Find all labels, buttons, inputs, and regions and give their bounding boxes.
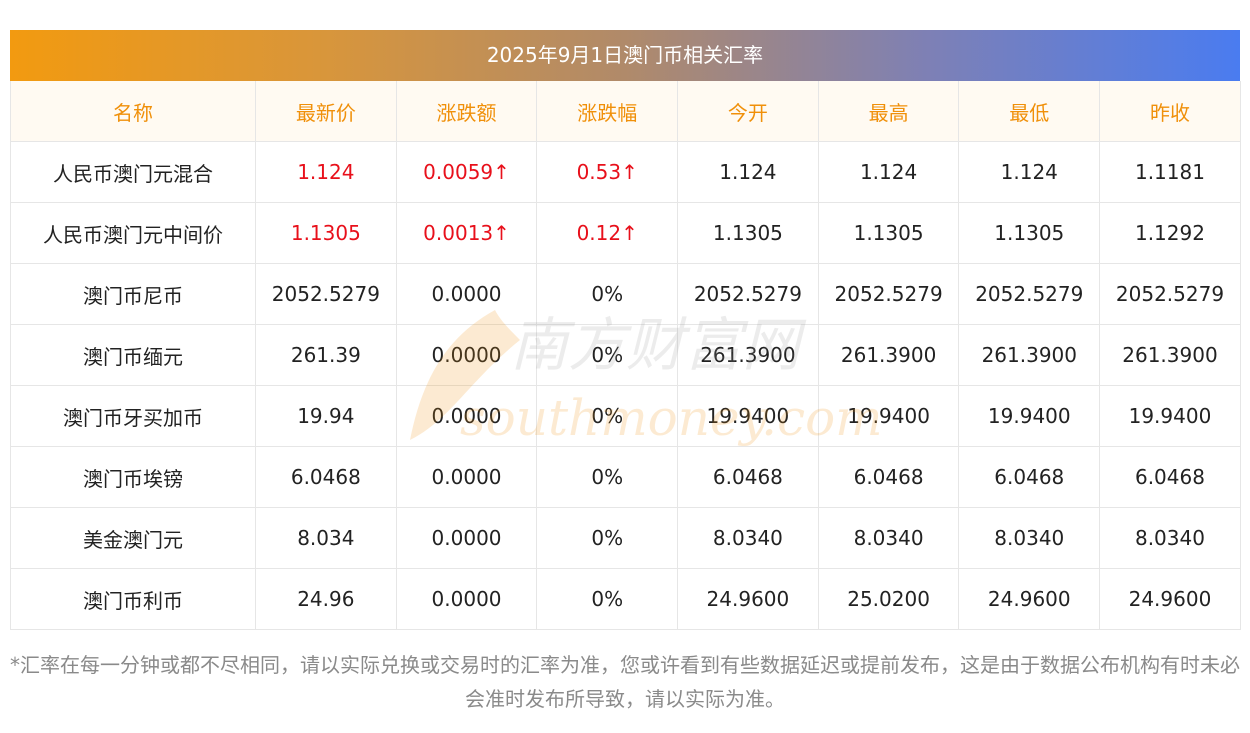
header-row: 名称 最新价 涨跌额 涨跌幅 今开 最高 最低 昨收	[10, 81, 1241, 142]
cell-low: 1.124	[958, 141, 1101, 203]
cell-prev-close: 1.1181	[1099, 141, 1241, 203]
table-row: 人民币澳门元中间价 1.1305 0.0013↑ 0.12↑ 1.1305 1.…	[10, 202, 1241, 264]
cell-open: 8.0340	[677, 507, 819, 569]
cell-change-pct: 0%	[536, 507, 679, 569]
cell-high: 1.1305	[817, 202, 960, 264]
cell-name: 澳门币利币	[10, 568, 256, 630]
cell-change: 0.0000	[395, 385, 538, 447]
cell-low: 261.3900	[958, 324, 1101, 386]
cell-change: 0.0000	[395, 568, 538, 630]
cell-low: 19.9400	[958, 385, 1101, 447]
rate-panel: 2025年9月1日澳门币相关汇率 名称 最新价 涨跌额 涨跌幅 今开 最高 最低…	[10, 30, 1241, 716]
cell-change-pct: 0%	[536, 324, 679, 386]
header-prev-close: 昨收	[1099, 81, 1241, 142]
table-row: 人民币澳门元混合 1.124 0.0059↑ 0.53↑ 1.124 1.124…	[10, 141, 1241, 203]
cell-name: 澳门币埃镑	[10, 446, 256, 508]
cell-high: 2052.5279	[817, 263, 960, 325]
cell-change: 0.0000	[395, 324, 538, 386]
cell-latest: 1.124	[255, 141, 397, 203]
cell-change-pct: 0.12↑	[536, 202, 679, 264]
cell-change: 0.0000	[395, 507, 538, 569]
cell-prev-close: 24.9600	[1099, 568, 1241, 630]
cell-open: 1.124	[677, 141, 819, 203]
cell-prev-close: 261.3900	[1099, 324, 1241, 386]
cell-name: 人民币澳门元混合	[10, 141, 256, 203]
cell-change: 0.0059↑	[395, 141, 538, 203]
cell-low: 6.0468	[958, 446, 1101, 508]
cell-low: 24.9600	[958, 568, 1101, 630]
cell-open: 2052.5279	[677, 263, 819, 325]
cell-change-pct: 0%	[536, 385, 679, 447]
cell-prev-close: 8.0340	[1099, 507, 1241, 569]
cell-change: 0.0000	[395, 263, 538, 325]
cell-latest: 6.0468	[255, 446, 397, 508]
cell-latest: 2052.5279	[255, 263, 397, 325]
cell-name: 人民币澳门元中间价	[10, 202, 256, 264]
cell-prev-close: 2052.5279	[1099, 263, 1241, 325]
cell-low: 1.1305	[958, 202, 1101, 264]
header-low: 最低	[958, 81, 1101, 142]
header-change-pct: 涨跌幅	[536, 81, 679, 142]
cell-prev-close: 19.9400	[1099, 385, 1241, 447]
cell-latest: 8.034	[255, 507, 397, 569]
cell-change-pct: 0%	[536, 568, 679, 630]
cell-latest: 19.94	[255, 385, 397, 447]
cell-high: 25.0200	[817, 568, 960, 630]
table-row: 澳门币缅元 261.39 0.0000 0% 261.3900 261.3900…	[10, 324, 1241, 386]
cell-latest: 24.96	[255, 568, 397, 630]
table-title: 2025年9月1日澳门币相关汇率	[10, 30, 1240, 81]
cell-change-pct: 0.53↑	[536, 141, 679, 203]
cell-high: 261.3900	[817, 324, 960, 386]
cell-change-pct: 0%	[536, 446, 679, 508]
cell-name: 澳门币牙买加币	[10, 385, 256, 447]
header-open: 今开	[677, 81, 819, 142]
cell-open: 24.9600	[677, 568, 819, 630]
cell-open: 19.9400	[677, 385, 819, 447]
cell-name: 澳门币尼币	[10, 263, 256, 325]
rate-table: 名称 最新价 涨跌额 涨跌幅 今开 最高 最低 昨收 人民币澳门元混合 1.12…	[10, 81, 1241, 630]
cell-low: 2052.5279	[958, 263, 1101, 325]
cell-name: 澳门币缅元	[10, 324, 256, 386]
cell-low: 8.0340	[958, 507, 1101, 569]
cell-high: 8.0340	[817, 507, 960, 569]
cell-high: 19.9400	[817, 385, 960, 447]
cell-open: 1.1305	[677, 202, 819, 264]
cell-change: 0.0013↑	[395, 202, 538, 264]
cell-prev-close: 6.0468	[1099, 446, 1241, 508]
header-high: 最高	[817, 81, 960, 142]
disclaimer-note: *汇率在每一分钟或都不尽相同，请以实际兑换或交易时的汇率为准，您或许看到有些数据…	[10, 653, 1240, 711]
cell-high: 1.124	[817, 141, 960, 203]
header-latest: 最新价	[255, 81, 397, 142]
table-row: 澳门币牙买加币 19.94 0.0000 0% 19.9400 19.9400 …	[10, 385, 1241, 447]
table-row: 澳门币利币 24.96 0.0000 0% 24.9600 25.0200 24…	[10, 568, 1241, 630]
cell-change-pct: 0%	[536, 263, 679, 325]
cell-prev-close: 1.1292	[1099, 202, 1241, 264]
cell-open: 261.3900	[677, 324, 819, 386]
cell-high: 6.0468	[817, 446, 960, 508]
cell-latest: 1.1305	[255, 202, 397, 264]
cell-open: 6.0468	[677, 446, 819, 508]
header-change: 涨跌额	[395, 81, 538, 142]
cell-change: 0.0000	[395, 446, 538, 508]
cell-name: 美金澳门元	[10, 507, 256, 569]
header-name: 名称	[10, 81, 256, 142]
cell-latest: 261.39	[255, 324, 397, 386]
table-row: 澳门币尼币 2052.5279 0.0000 0% 2052.5279 2052…	[10, 263, 1241, 325]
table-row: 澳门币埃镑 6.0468 0.0000 0% 6.0468 6.0468 6.0…	[10, 446, 1241, 508]
table-row: 美金澳门元 8.034 0.0000 0% 8.0340 8.0340 8.03…	[10, 507, 1241, 569]
